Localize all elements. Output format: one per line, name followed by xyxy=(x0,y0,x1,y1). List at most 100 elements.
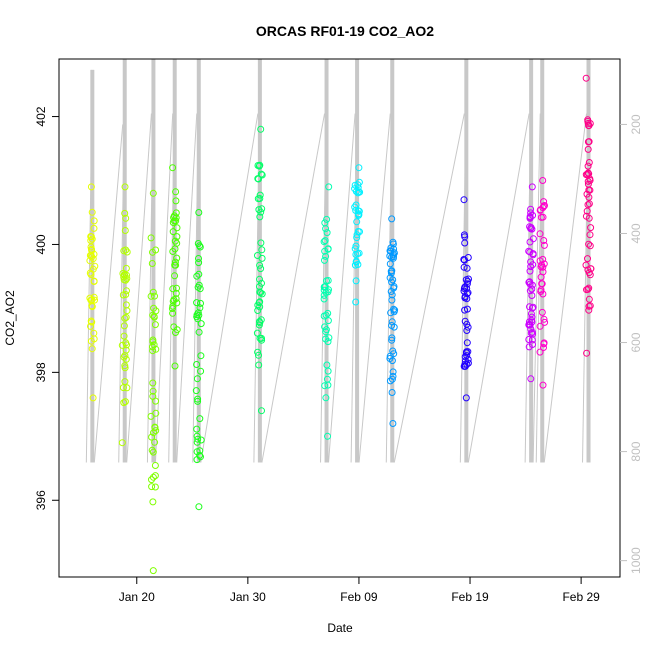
data-point xyxy=(388,322,396,329)
data-point xyxy=(169,164,177,172)
data-point xyxy=(147,292,155,300)
data-point xyxy=(172,188,180,196)
y2-tick-label: 600 xyxy=(629,332,643,352)
flight-series-4 xyxy=(168,164,181,370)
data-point xyxy=(585,284,593,292)
data-point xyxy=(197,367,205,375)
data-point xyxy=(323,229,331,237)
data-point xyxy=(256,195,264,202)
data-point xyxy=(87,317,95,325)
data-point xyxy=(389,276,397,284)
data-point xyxy=(148,446,156,454)
data-point xyxy=(526,238,534,246)
pressure-trace-layer xyxy=(85,59,591,463)
data-point xyxy=(257,239,265,247)
data-point xyxy=(173,233,181,241)
pressure-trace-flight-2 xyxy=(118,59,152,463)
data-point xyxy=(123,384,131,392)
data-point xyxy=(120,353,128,361)
data-point xyxy=(88,235,96,243)
data-point xyxy=(149,288,157,296)
data-point xyxy=(387,288,395,295)
data-point xyxy=(387,267,395,275)
data-point xyxy=(254,252,261,259)
data-point xyxy=(324,367,332,375)
data-point xyxy=(587,224,595,232)
chart-title: ORCAS RF01-19 CO2_AO2 xyxy=(256,23,434,39)
x-tick-label: Jan 30 xyxy=(230,590,266,604)
data-point xyxy=(149,189,157,197)
data-point xyxy=(525,247,533,255)
data-point xyxy=(526,287,534,295)
y-axis-label: CO2_AO2 xyxy=(3,290,17,346)
data-point xyxy=(526,267,534,275)
data-point xyxy=(90,329,98,337)
data-point xyxy=(258,407,265,415)
data-point xyxy=(147,234,155,242)
data-point xyxy=(122,301,130,309)
flight-series-7 xyxy=(320,183,333,440)
data-point xyxy=(586,271,594,279)
data-point xyxy=(355,211,362,219)
data-point xyxy=(464,254,472,261)
data-point xyxy=(171,245,179,253)
data-point xyxy=(463,339,471,347)
data-point xyxy=(525,321,533,329)
data-point xyxy=(256,318,263,325)
data-point xyxy=(255,361,263,369)
data-point xyxy=(389,420,397,427)
data-point xyxy=(529,251,537,259)
data-point xyxy=(122,313,130,321)
data-point xyxy=(150,341,158,349)
data-point xyxy=(193,456,201,464)
data-point xyxy=(256,213,264,221)
data-point xyxy=(322,394,330,402)
data-point xyxy=(196,304,204,312)
data-point xyxy=(388,291,396,299)
data-point xyxy=(87,337,95,345)
data-point xyxy=(194,309,202,317)
data-point xyxy=(322,252,330,260)
data-point xyxy=(323,215,331,223)
flight-series-12 xyxy=(536,177,549,389)
data-point xyxy=(460,362,468,370)
y-tick-label: 402 xyxy=(34,106,48,126)
data-point xyxy=(585,159,593,166)
data-point xyxy=(121,378,129,386)
plot-frame xyxy=(58,58,621,578)
data-point xyxy=(193,425,201,433)
data-point xyxy=(90,217,98,225)
data-point xyxy=(352,298,360,306)
data-point xyxy=(539,268,547,276)
data-point xyxy=(585,295,593,303)
data-point xyxy=(152,409,160,417)
data-point xyxy=(194,395,202,403)
data-point xyxy=(120,332,128,340)
data-point xyxy=(147,412,155,420)
data-point xyxy=(87,322,94,330)
data-point xyxy=(194,397,202,405)
data-point xyxy=(537,213,545,221)
pressure-trace-flight-5 xyxy=(192,59,259,463)
data-point xyxy=(355,207,363,215)
data-point xyxy=(352,242,360,250)
y2-tick-label: 1000 xyxy=(629,547,643,574)
data-point xyxy=(171,272,179,280)
flight-series-3 xyxy=(147,189,160,575)
data-point xyxy=(389,368,397,376)
data-point xyxy=(460,256,468,263)
data-point xyxy=(386,352,394,360)
data-point xyxy=(461,239,469,247)
data-point xyxy=(388,267,396,275)
data-point xyxy=(172,289,180,297)
data-point xyxy=(168,305,176,312)
data-point xyxy=(583,286,590,294)
data-point xyxy=(536,230,544,238)
data-point xyxy=(354,181,362,189)
data-point xyxy=(149,448,157,456)
data-point xyxy=(528,225,536,233)
data-point xyxy=(525,343,533,351)
data-point xyxy=(583,170,591,178)
data-point xyxy=(120,322,128,330)
